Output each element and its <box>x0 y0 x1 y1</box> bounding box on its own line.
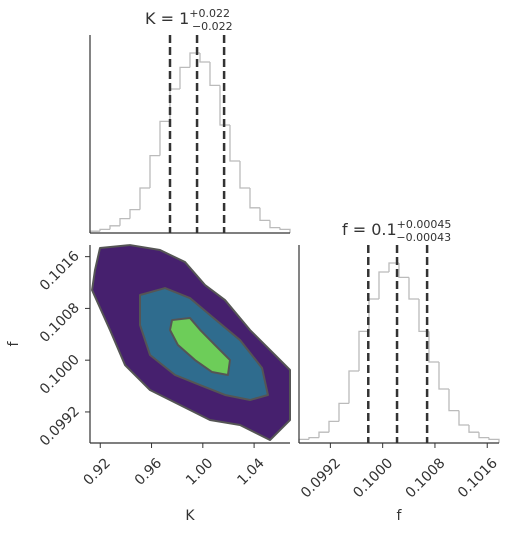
hist-step <box>448 389 459 412</box>
hist-step <box>478 432 489 439</box>
hist-step <box>209 62 220 87</box>
x-tick-label: 0.1008 <box>403 455 449 501</box>
title-sup: +0.022 <box>189 7 230 20</box>
hist-step <box>229 125 240 162</box>
hist-step <box>468 425 479 433</box>
hist-step <box>398 263 409 279</box>
hist-step <box>149 154 160 188</box>
hist-step <box>318 431 329 438</box>
hist-step <box>179 66 190 89</box>
hist-step <box>488 437 500 443</box>
hist-step <box>279 227 291 233</box>
hist-step <box>239 161 250 189</box>
hist-step <box>269 220 280 229</box>
x-tick-label: 0.1016 <box>455 455 501 501</box>
hist-step <box>358 330 369 371</box>
y-tick-label: 0.1016 <box>37 248 83 294</box>
x-tick-label: 0.96 <box>132 455 165 488</box>
hist-step <box>99 228 110 232</box>
hist-step <box>308 436 319 440</box>
hist-step <box>418 299 429 333</box>
hist-step <box>338 402 349 422</box>
hist-step <box>328 420 339 433</box>
y-tick-label: 0.0992 <box>37 403 83 449</box>
contour-level <box>169 317 231 376</box>
hist-step <box>458 410 469 426</box>
hist-step <box>199 53 210 63</box>
title-text: f = 0.1 <box>342 220 397 239</box>
hist-step <box>388 262 399 272</box>
hist-step <box>438 362 449 390</box>
hist-step <box>129 208 140 219</box>
f-title: f = 0.1+0.00045 −0.00043 <box>342 218 451 244</box>
hist-step <box>259 207 270 222</box>
hist-step <box>219 85 230 126</box>
x-tick-label: 1.04 <box>234 455 267 488</box>
x-tick-label: 1.00 <box>183 455 216 488</box>
hist-step <box>408 277 419 300</box>
hist-step <box>109 225 120 230</box>
hist-step <box>159 120 170 156</box>
k-title: K = 1+0.022 −0.022 <box>145 7 233 33</box>
x-axis-label: f <box>397 508 403 524</box>
title-text: K = 1 <box>145 9 189 28</box>
hist-step <box>119 217 130 226</box>
y-axis-label: f <box>6 340 22 346</box>
hist-step <box>428 331 439 363</box>
title-sub: −0.022 <box>192 20 233 33</box>
x-tick-label: 0.0992 <box>298 455 344 501</box>
hist-step <box>368 298 379 332</box>
hist-step <box>169 88 180 122</box>
hist-step <box>378 271 389 299</box>
hist-step <box>348 370 359 404</box>
hist-step <box>189 52 200 68</box>
hist-step <box>249 188 260 209</box>
x-tick-label: 0.92 <box>81 455 114 488</box>
x-axis-label: K <box>185 508 195 524</box>
y-tick-label: 0.1000 <box>37 352 83 398</box>
hist-step <box>139 187 150 210</box>
title-sup: +0.00045 <box>397 218 452 231</box>
title-sub: −0.00043 <box>396 231 451 244</box>
y-tick-label: 0.1008 <box>37 300 83 346</box>
x-tick-label: 0.1000 <box>350 455 396 501</box>
